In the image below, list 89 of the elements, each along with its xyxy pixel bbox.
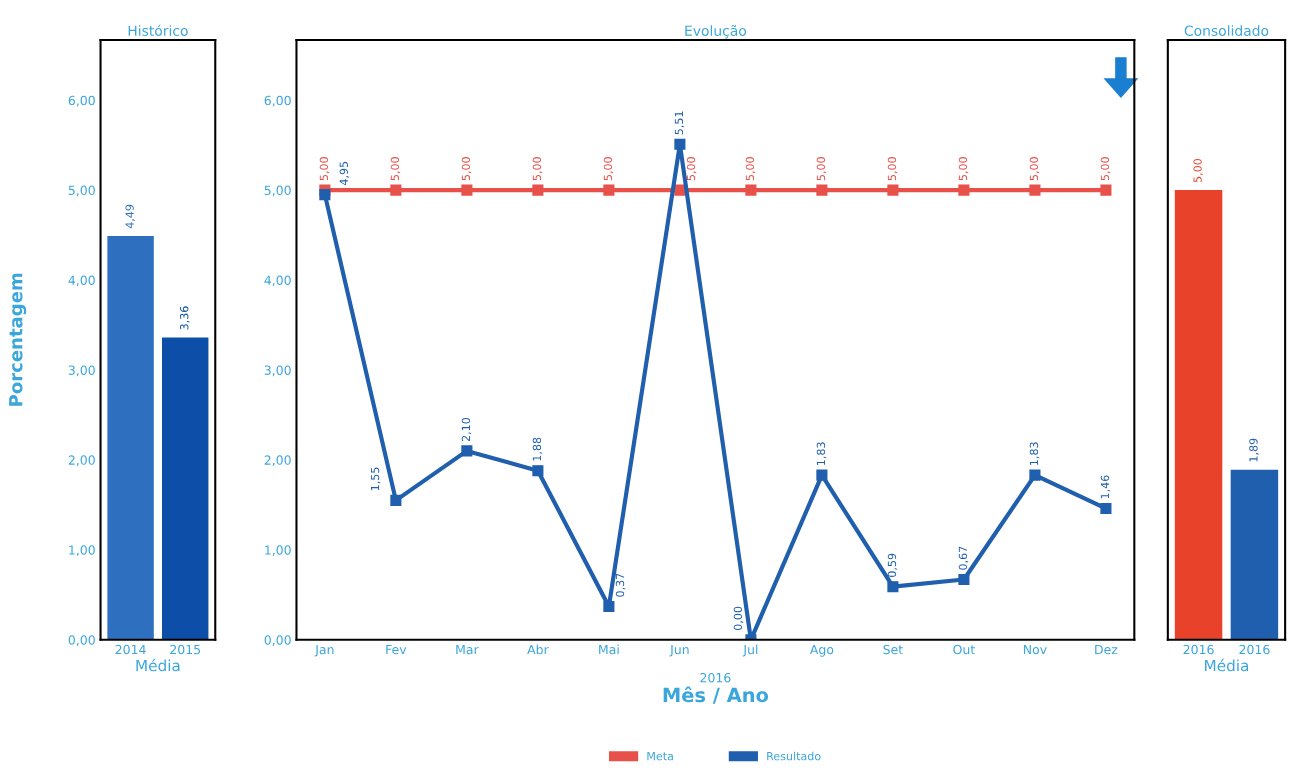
point	[319, 189, 331, 201]
legend-label: Resultado	[767, 751, 821, 761]
y-tick-label: 4,00	[68, 275, 95, 287]
point	[816, 469, 828, 481]
chart-title: Consolidado	[1184, 25, 1269, 36]
point	[603, 600, 615, 613]
point	[958, 573, 970, 586]
y-tick-label: 1,00	[69, 545, 95, 557]
point	[390, 494, 402, 506]
point	[390, 184, 402, 196]
x-tick-label: Ago	[809, 644, 834, 657]
y-tick-label: 6,00	[264, 95, 291, 107]
data-label: 1,89	[1249, 438, 1259, 462]
x-tick-label: Set	[883, 644, 903, 655]
x-tick-label: 2016	[1183, 644, 1214, 655]
point	[461, 445, 473, 457]
point	[532, 465, 544, 477]
y-tick-label: 2,00	[68, 455, 95, 467]
point	[1029, 469, 1041, 481]
data-label: 2,10	[461, 417, 472, 442]
x-tick-label: Abr	[527, 644, 549, 655]
y-tick-label: 3,00	[264, 365, 291, 377]
y-tick-label: 4,00	[264, 275, 291, 287]
point	[887, 581, 899, 593]
point	[532, 184, 544, 196]
data-label: 5,00	[816, 157, 827, 181]
y-tick-label: 2,00	[264, 455, 291, 467]
data-label: 1,88	[532, 437, 543, 461]
data-label: 5,00	[1100, 157, 1111, 181]
point	[816, 184, 828, 196]
data-label: 3,36	[180, 306, 190, 330]
data-label: 0,37	[615, 573, 626, 597]
data-label: 0,67	[958, 546, 969, 570]
y-tick-label: 1,00	[265, 545, 291, 557]
point	[1100, 502, 1112, 515]
y-tick-label: 5,00	[68, 185, 95, 197]
y-axis-title: Porcentagem	[9, 273, 27, 406]
data-label: 5,00	[603, 157, 614, 181]
data-label: 5,00	[887, 157, 898, 181]
data-label: 5,51	[674, 111, 685, 135]
point	[674, 138, 686, 150]
data-label: 1,55	[370, 467, 381, 491]
x-tick-label: 2015	[170, 644, 201, 655]
x-tick-label: 2016	[1239, 644, 1270, 655]
x-tick-label: Out	[953, 644, 975, 655]
point	[887, 184, 899, 196]
data-label: 5,00	[1029, 157, 1040, 181]
x-axis-title: Média	[1205, 658, 1249, 672]
point	[745, 184, 757, 196]
x-tick-label: Jan	[314, 644, 334, 657]
x-tick-label: Mar	[456, 644, 479, 655]
text: 2016	[700, 672, 731, 683]
x-axis-title: Média	[136, 658, 180, 672]
data-label: 5,00	[461, 157, 472, 181]
data-label: 0,00	[733, 606, 744, 631]
data-label: 1,83	[816, 442, 827, 465]
legend-label: Meta	[647, 752, 673, 761]
point	[461, 184, 473, 196]
y-tick-label: 6,00	[68, 95, 95, 107]
x-tick-label: Dez	[1095, 644, 1118, 655]
data-label: 5,00	[958, 157, 969, 181]
point	[1029, 184, 1041, 196]
data-label: 5,00	[1193, 158, 1203, 183]
x-tick-label: Nov	[1023, 644, 1047, 655]
data-label: 4,95	[339, 161, 350, 186]
data-label: 5,00	[532, 157, 543, 181]
data-label: 1,46	[1100, 475, 1111, 499]
x-tick-label: Fev	[386, 644, 407, 655]
x-axis-title: Mês / Ano	[663, 686, 769, 704]
y-tick-label: 0,00	[264, 635, 291, 646]
data-label: 1,83	[1029, 442, 1040, 465]
point	[958, 184, 970, 196]
point	[1100, 184, 1112, 196]
x-tick-label: Mai	[599, 644, 619, 655]
data-label: 0,59	[887, 553, 898, 577]
y-tick-label: 0,00	[68, 635, 95, 646]
x-tick-label: Jun	[669, 644, 689, 657]
data-label: 5,00	[686, 157, 697, 181]
data-label: 5,00	[390, 157, 401, 181]
point	[603, 184, 615, 196]
chart-title: Evolução	[685, 24, 747, 39]
data-label: 5,00	[319, 157, 330, 181]
data-label: 4,49	[125, 204, 135, 229]
chart-title: Histórico	[128, 24, 188, 36]
data-label: 5,00	[745, 157, 756, 181]
y-tick-label: 5,00	[264, 185, 291, 197]
y-tick-label: 3,00	[68, 365, 95, 377]
x-tick-label: 2014	[115, 644, 146, 655]
x-tick-label: Jul	[742, 644, 758, 657]
